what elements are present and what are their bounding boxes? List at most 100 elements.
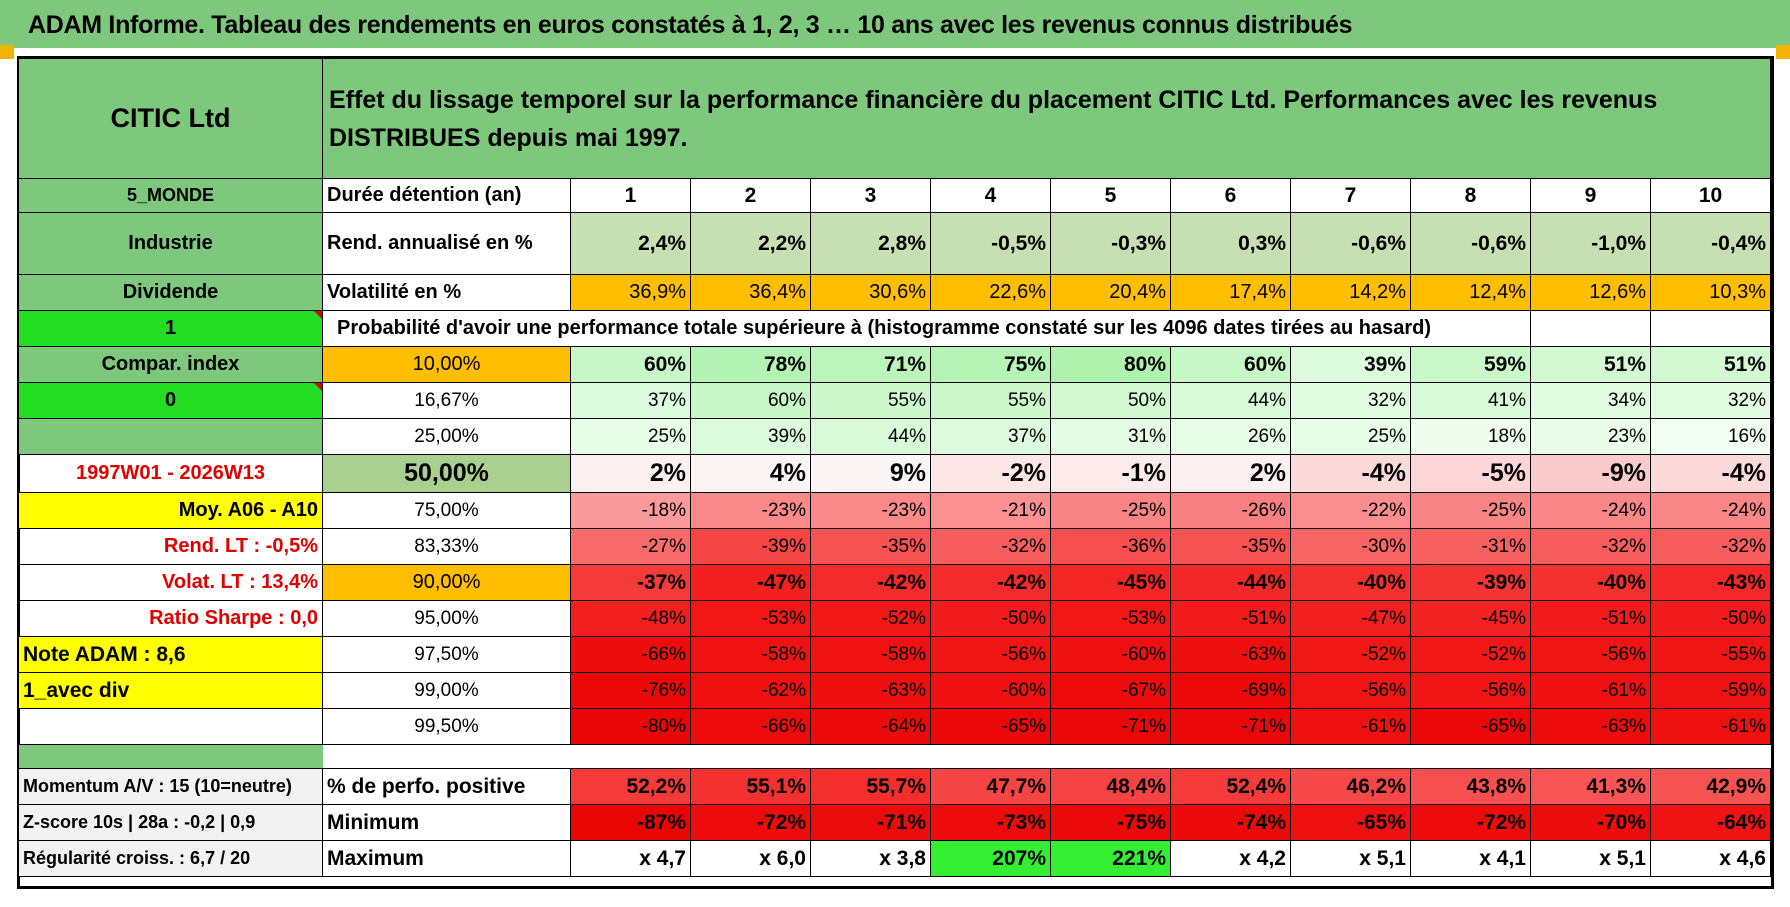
instrument-name: CITIC Ltd xyxy=(18,58,323,179)
quantile-cell: -63% xyxy=(810,672,931,709)
quantile-row: 1_avec div 99,00% -76% -62% -63% -60% -67% -69%… xyxy=(18,672,1771,709)
year-header: 9 xyxy=(1530,178,1651,213)
quantile-cell: 80% xyxy=(1050,346,1171,383)
corner-marker xyxy=(1776,45,1790,59)
avec-div-label: 1_avec div xyxy=(18,672,323,709)
quantile-cell: -23% xyxy=(690,492,811,529)
maximum-cell: 221% xyxy=(1050,840,1171,877)
quantile-cell: 32% xyxy=(1290,382,1411,419)
sharpe-label: Ratio Sharpe : 0,0 xyxy=(18,600,323,637)
minimum-cell: -72% xyxy=(1410,804,1531,841)
vol-cell: 10,3% xyxy=(1650,274,1771,311)
quantile-cell: -69% xyxy=(1170,672,1291,709)
quantile-level: 83,33% xyxy=(322,528,571,565)
vol-cell: 17,4% xyxy=(1170,274,1291,311)
quantile-cell: -40% xyxy=(1290,564,1411,601)
quantile-cell: -21% xyxy=(930,492,1051,529)
empty-cell xyxy=(1650,310,1771,347)
quantile-cell: -27% xyxy=(570,528,691,565)
vol-cell: 36,9% xyxy=(570,274,691,311)
vol-label: Volatilité en % xyxy=(322,274,571,311)
quantile-cell: 60% xyxy=(690,382,811,419)
proba-label: Probabilité d'avoir une performance tota… xyxy=(322,310,1531,347)
quantile-cell: -59% xyxy=(1650,672,1771,709)
quantile-cell: -42% xyxy=(810,564,931,601)
quantile-cell: 2% xyxy=(1170,454,1291,493)
quantile-cell: 9% xyxy=(810,454,931,493)
maximum-cell: 207% xyxy=(930,840,1051,877)
quantile-cell: 16% xyxy=(1650,418,1771,455)
minimum-cell: -65% xyxy=(1290,804,1411,841)
quantile-cell: 34% xyxy=(1530,382,1651,419)
rend-cell: 2,4% xyxy=(570,212,691,275)
quantile-row: Rend. LT : -0,5% 83,33% -27% -39% -35% -32% -3… xyxy=(18,528,1771,565)
quantile-cell: -35% xyxy=(810,528,931,565)
note-label: Note ADAM : 8,6 xyxy=(18,636,323,673)
rend-cell: 2,2% xyxy=(690,212,811,275)
quantile-level: 16,67% xyxy=(322,382,571,419)
rend-cell: -0,3% xyxy=(1050,212,1171,275)
quantile-cell: -5% xyxy=(1410,454,1531,493)
spacer-row xyxy=(18,744,1771,769)
quantile-cell: -47% xyxy=(690,564,811,601)
quantile-cell: 18% xyxy=(1410,418,1531,455)
vol-cell: 14,2% xyxy=(1290,274,1411,311)
quantile-cell: -42% xyxy=(930,564,1051,601)
quantile-level: 99,50% xyxy=(322,708,571,745)
quantile-cell: 75% xyxy=(930,346,1051,383)
flag-one-cell[interactable]: 1 xyxy=(18,310,323,347)
quantile-cell: 78% xyxy=(690,346,811,383)
vol-row: Dividende Volatilité en % 36,9% 36,4% 30,6… xyxy=(18,274,1771,311)
quantile-cell: 4% xyxy=(690,454,811,493)
maximum-cell: x 5,1 xyxy=(1530,840,1651,877)
quantile-cell: 51% xyxy=(1650,346,1771,383)
perfo-pos-cell: 52,4% xyxy=(1170,768,1291,805)
quantile-cell: -61% xyxy=(1650,708,1771,745)
mode-label: Dividende xyxy=(18,274,323,311)
empty-cell xyxy=(1530,310,1651,347)
header-row: CITIC Ltd Effet du lissage temporel sur … xyxy=(18,58,1771,179)
quantile-cell: -52% xyxy=(1410,636,1531,673)
year-header: 3 xyxy=(810,178,931,213)
rend-cell: -0,4% xyxy=(1650,212,1771,275)
quantile-level: 50,00% xyxy=(322,454,571,493)
proba-row: 1 Probabilité d'avoir une performance to… xyxy=(18,310,1771,347)
quantile-cell: -18% xyxy=(570,492,691,529)
duree-label: Durée détention (an) xyxy=(322,178,571,213)
minimum-cell: -87% xyxy=(570,804,691,841)
volat-lt-label: Volat. LT : 13,4% xyxy=(18,564,323,601)
quantile-cell: -45% xyxy=(1410,600,1531,637)
perfo-pos-cell: 48,4% xyxy=(1050,768,1171,805)
quantile-cell: 71% xyxy=(810,346,931,383)
quantile-cell: -39% xyxy=(690,528,811,565)
quantile-cell: -37% xyxy=(570,564,691,601)
minimum-cell: -75% xyxy=(1050,804,1171,841)
quantile-cell: -24% xyxy=(1650,492,1771,529)
perfo-pos-cell: 46,2% xyxy=(1290,768,1411,805)
quantile-cell: 41% xyxy=(1410,382,1531,419)
momentum-label: Momentum A/V : 15 (10=neutre) xyxy=(18,768,323,805)
quantile-cell: 25% xyxy=(570,418,691,455)
description-text: Effet du lissage temporel sur la perform… xyxy=(322,58,1771,179)
quantile-cell: -47% xyxy=(1290,600,1411,637)
summary-row: Z-score 10s | 28a : -0,2 | 0,9 Minimum -87… xyxy=(18,804,1771,841)
quantile-cell: -58% xyxy=(810,636,931,673)
rend-lt-label: Rend. LT : -0,5% xyxy=(18,528,323,565)
year-header: 7 xyxy=(1290,178,1411,213)
report-title: ADAM Informe. Tableau des rendements en … xyxy=(0,0,1790,48)
vol-cell: 22,6% xyxy=(930,274,1051,311)
quantile-cell: -2% xyxy=(930,454,1051,493)
quantile-cell: -51% xyxy=(1170,600,1291,637)
rend-cell: -0,5% xyxy=(930,212,1051,275)
quantile-cell: -66% xyxy=(690,708,811,745)
zscore-label: Z-score 10s | 28a : -0,2 | 0,9 xyxy=(18,804,323,841)
quantile-cell: -32% xyxy=(1650,528,1771,565)
year-header: 1 xyxy=(570,178,691,213)
quantile-level: 75,00% xyxy=(322,492,571,529)
flag-zero-cell[interactable]: 0 xyxy=(18,382,323,419)
quantile-cell: -30% xyxy=(1290,528,1411,565)
quantile-cell: -60% xyxy=(930,672,1051,709)
quantile-cell: -76% xyxy=(570,672,691,709)
rend-cell: -0,6% xyxy=(1410,212,1531,275)
regularite-label: Régularité croiss. : 6,7 / 20 xyxy=(18,840,323,877)
